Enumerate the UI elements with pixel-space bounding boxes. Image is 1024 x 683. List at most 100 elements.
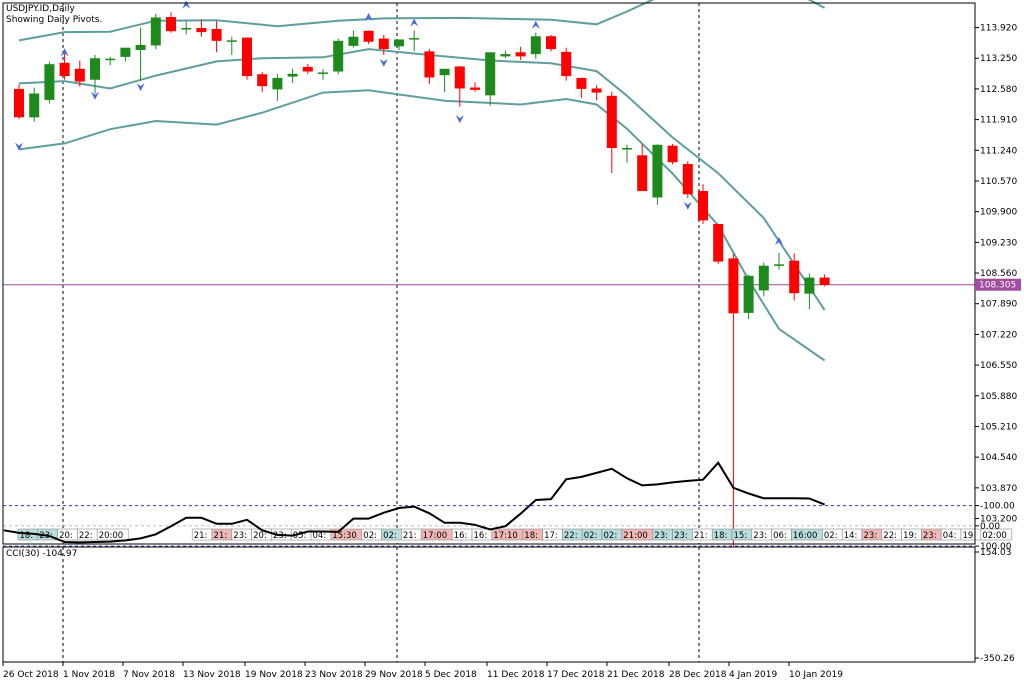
candle <box>819 274 830 287</box>
candle-body <box>713 224 724 262</box>
price-tick-label: 110.570 <box>980 177 1017 187</box>
bollinger-upper <box>18 0 826 42</box>
bollinger-bands <box>18 0 826 362</box>
pivot-time-label: 04: <box>313 531 327 541</box>
candle-body <box>333 40 344 72</box>
pivot-time-label: 23: <box>753 531 767 541</box>
pivot-time: 17:10 <box>491 528 524 541</box>
candle-body <box>546 36 556 50</box>
time-tick-label: 4 Jan 2019 <box>729 670 777 680</box>
candle-body <box>454 66 465 89</box>
pivot-time: 23: <box>231 528 252 541</box>
pivot-time: 02: <box>381 528 402 541</box>
pivot-time-label: 22: <box>564 531 578 541</box>
candle-body <box>120 47 131 57</box>
pivot-time: 02: <box>581 528 603 541</box>
pivot-time-label: 20:00 <box>99 531 124 541</box>
pivot-time-label: 02: <box>824 531 838 541</box>
candle-body <box>105 58 116 61</box>
candle <box>226 36 237 56</box>
pivot-time: 16: <box>451 528 473 541</box>
candle <box>439 68 450 93</box>
candle <box>14 84 24 120</box>
cci-tick-label: 154.03 <box>980 548 1012 558</box>
price-tick-label: 104.540 <box>980 453 1017 463</box>
pivot-time-label: 02:00 <box>982 531 1007 541</box>
chart-subtitle: Showing Daily Pivots. <box>6 15 103 25</box>
candle <box>470 82 480 92</box>
pivot-time: 23: <box>861 528 883 541</box>
candle <box>211 21 222 53</box>
pivot-time-label: 15: <box>734 531 748 541</box>
pivot-time: 19: <box>960 528 982 541</box>
candle <box>454 66 465 107</box>
candle <box>394 39 404 50</box>
pivot-time: 18: <box>711 528 733 541</box>
pivot-time: 02: <box>361 528 382 541</box>
pivot-time-label: 23: <box>864 531 878 541</box>
candle-body <box>90 58 100 80</box>
pivot-time-label: 02: <box>383 531 397 541</box>
pivot-time-label: 23: <box>674 531 688 541</box>
pivot-time: 15: <box>731 528 753 541</box>
time-tick-label: 17 Dec 2018 <box>547 670 605 680</box>
price-tick-label: 103.870 <box>980 484 1017 494</box>
candle <box>105 56 116 66</box>
current-price-label: 108.305 <box>979 281 1016 291</box>
price-tick-label: 111.240 <box>980 146 1017 156</box>
candle-body <box>500 54 511 57</box>
pivot-time-label: 23: <box>233 531 247 541</box>
candle <box>59 53 70 80</box>
candle <box>743 274 754 320</box>
candle-body <box>196 28 207 33</box>
price-tick-label: 112.580 <box>980 85 1017 95</box>
candle <box>515 46 526 61</box>
pivot-time: 21: <box>211 528 233 541</box>
pivot-time: 15:30 <box>330 528 363 541</box>
candle-body <box>257 74 268 87</box>
candle <box>318 69 328 80</box>
pivot-time-label: 21: <box>403 531 417 541</box>
candle <box>166 12 176 33</box>
candle <box>272 73 283 101</box>
pivot-time: 19: <box>901 528 922 541</box>
candle-body <box>606 95 617 148</box>
current-price-box <box>975 278 1021 291</box>
candle <box>150 13 161 50</box>
candle-body <box>74 68 85 82</box>
candle-body <box>302 66 313 72</box>
fractal-down-arrow <box>683 201 692 210</box>
pivot-time-label: 21: <box>194 531 208 541</box>
candle-body <box>29 93 40 118</box>
candle <box>378 34 389 56</box>
price-tick-label: 109.900 <box>980 208 1017 218</box>
pivot-time: 21: <box>401 528 422 541</box>
pivot-time: 21:00 <box>621 528 654 541</box>
pivot-time: 16:00 <box>791 528 823 541</box>
pivot-time-label: 21:00 <box>623 531 648 541</box>
price-tick-label: 107.890 <box>980 300 1017 310</box>
candle <box>652 144 663 205</box>
candle-body <box>318 72 328 74</box>
fractal-up-arrow <box>364 13 373 22</box>
candle-body <box>150 17 161 46</box>
pivot-times-row: 18: 23: 20: 22: 20:00 21: 21: 23: 20: 23: 05: 04: 15… <box>17 528 1013 541</box>
pivot-time-label: 05: <box>293 531 307 541</box>
pivot-time: 04: <box>940 528 962 541</box>
candle <box>196 19 207 37</box>
pivot-time: 22: <box>77 528 98 541</box>
candle <box>546 34 556 52</box>
candle <box>90 55 100 94</box>
pivot-time: 22: <box>562 528 583 541</box>
candle <box>348 30 359 48</box>
candle-body <box>682 164 693 195</box>
time-tick-label: 21 Dec 2018 <box>607 670 665 680</box>
candle-body <box>758 265 769 291</box>
pivot-time: 18: <box>522 528 543 541</box>
pivot-time-label: 17:00 <box>423 531 448 541</box>
candle-body <box>804 277 815 294</box>
candle-body <box>363 30 374 42</box>
candle <box>135 27 146 81</box>
cci-levels <box>3 505 975 547</box>
